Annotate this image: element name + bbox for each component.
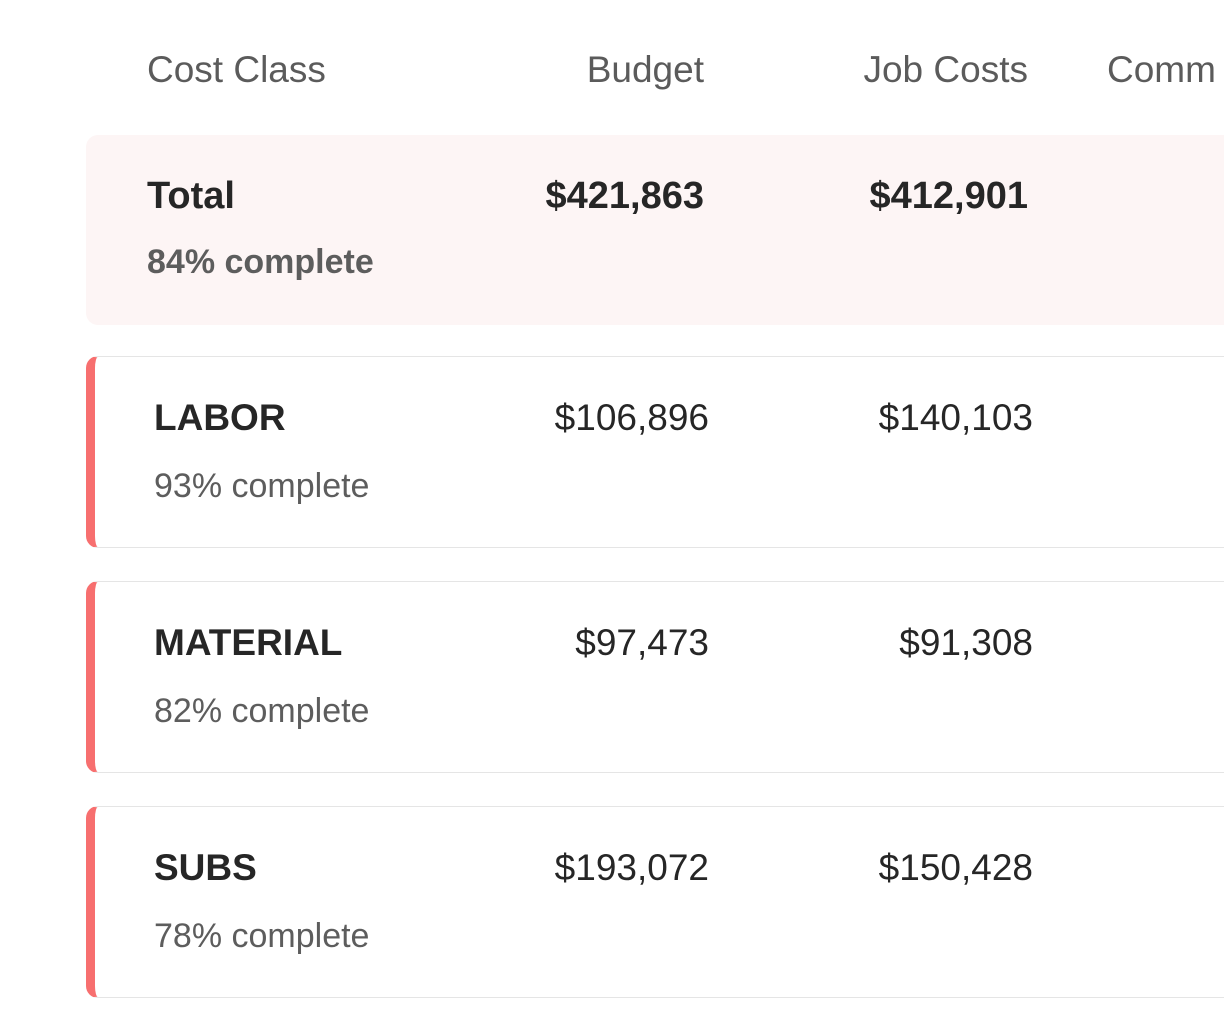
cost-class-budget: $97,473 <box>575 622 709 663</box>
cost-class-budget: $193,072 <box>554 847 709 888</box>
cost-class-job-costs: $140,103 <box>878 397 1033 438</box>
cost-class-job-costs: $91,308 <box>899 622 1033 663</box>
header-job-costs[interactable]: Job Costs <box>863 49 1028 90</box>
header-committed[interactable]: Comm <box>1107 49 1216 90</box>
cost-class-job-costs: $150,428 <box>878 847 1033 888</box>
total-progress: 84% complete <box>147 243 374 281</box>
total-budget: $421,863 <box>545 175 705 217</box>
cost-class-row-labor[interactable]: LABOR 93% complete $106,896 $140,103 <box>86 356 1224 548</box>
cost-class-row-subs[interactable]: SUBS 78% complete $193,072 $150,428 <box>86 806 1224 998</box>
cost-class-progress: 82% complete <box>154 692 370 730</box>
header-budget[interactable]: Budget <box>586 49 704 90</box>
cost-class-row-material[interactable]: MATERIAL 82% complete $97,473 $91,308 <box>86 581 1224 773</box>
header-cost-class[interactable]: Cost Class <box>147 49 326 90</box>
total-name: Total <box>147 175 235 217</box>
cost-class-progress: 93% complete <box>154 467 370 505</box>
total-row: Total 84% complete $421,863 $412,901 <box>86 135 1224 325</box>
cost-class-name: MATERIAL <box>154 622 343 663</box>
cost-class-budget: $106,896 <box>554 397 709 438</box>
table-header: Cost Class Budget Job Costs Comm <box>0 0 1224 135</box>
cost-class-name: SUBS <box>154 847 257 888</box>
total-job-costs: $412,901 <box>869 175 1029 217</box>
cost-class-progress: 78% complete <box>154 917 370 955</box>
cost-class-name: LABOR <box>154 397 286 438</box>
